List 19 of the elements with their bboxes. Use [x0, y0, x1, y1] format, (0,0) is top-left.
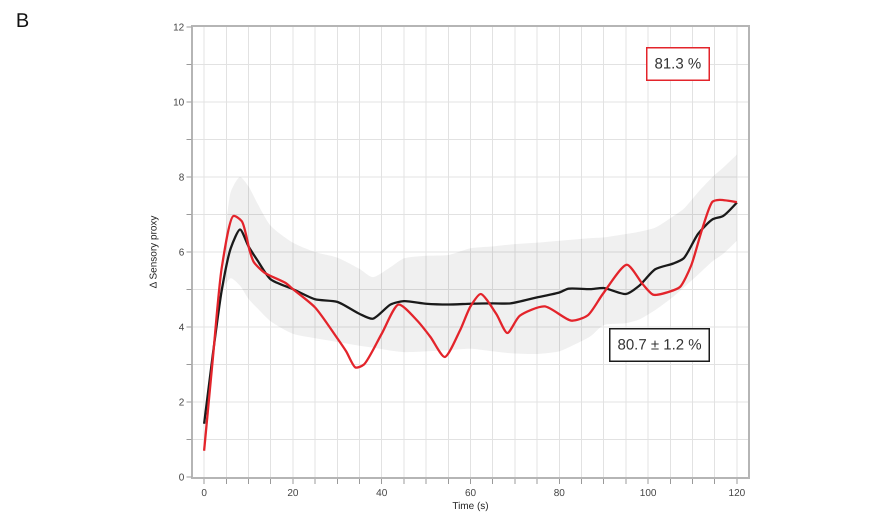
x-tick-label: 20: [287, 488, 299, 499]
x-tick-label: 0: [201, 488, 208, 499]
y-tick-label: 0: [178, 472, 185, 484]
y-tick-label: 6: [178, 248, 185, 258]
annotation: 80.7 ± 1.2 %: [618, 336, 702, 354]
y-tick-label: 4: [178, 322, 185, 334]
x-axis-title: Time (s): [452, 500, 489, 512]
y-tick-label: 12: [173, 22, 185, 34]
x-tick-label: 100: [640, 488, 657, 499]
x-tick-label: 120: [728, 488, 746, 499]
annotation: 81.3 %: [654, 56, 702, 72]
y-tick-label: 2: [178, 398, 185, 408]
y-tick-label: 8: [178, 172, 185, 184]
y-tick-label: 10: [173, 98, 185, 108]
x-tick-label: 40: [376, 488, 388, 499]
text: B: [16, 10, 30, 32]
x-tick-label: 60: [464, 488, 476, 499]
x-tick-label: 80: [554, 488, 566, 499]
y-axis-title: Δ Sensory proxy: [148, 216, 160, 288]
